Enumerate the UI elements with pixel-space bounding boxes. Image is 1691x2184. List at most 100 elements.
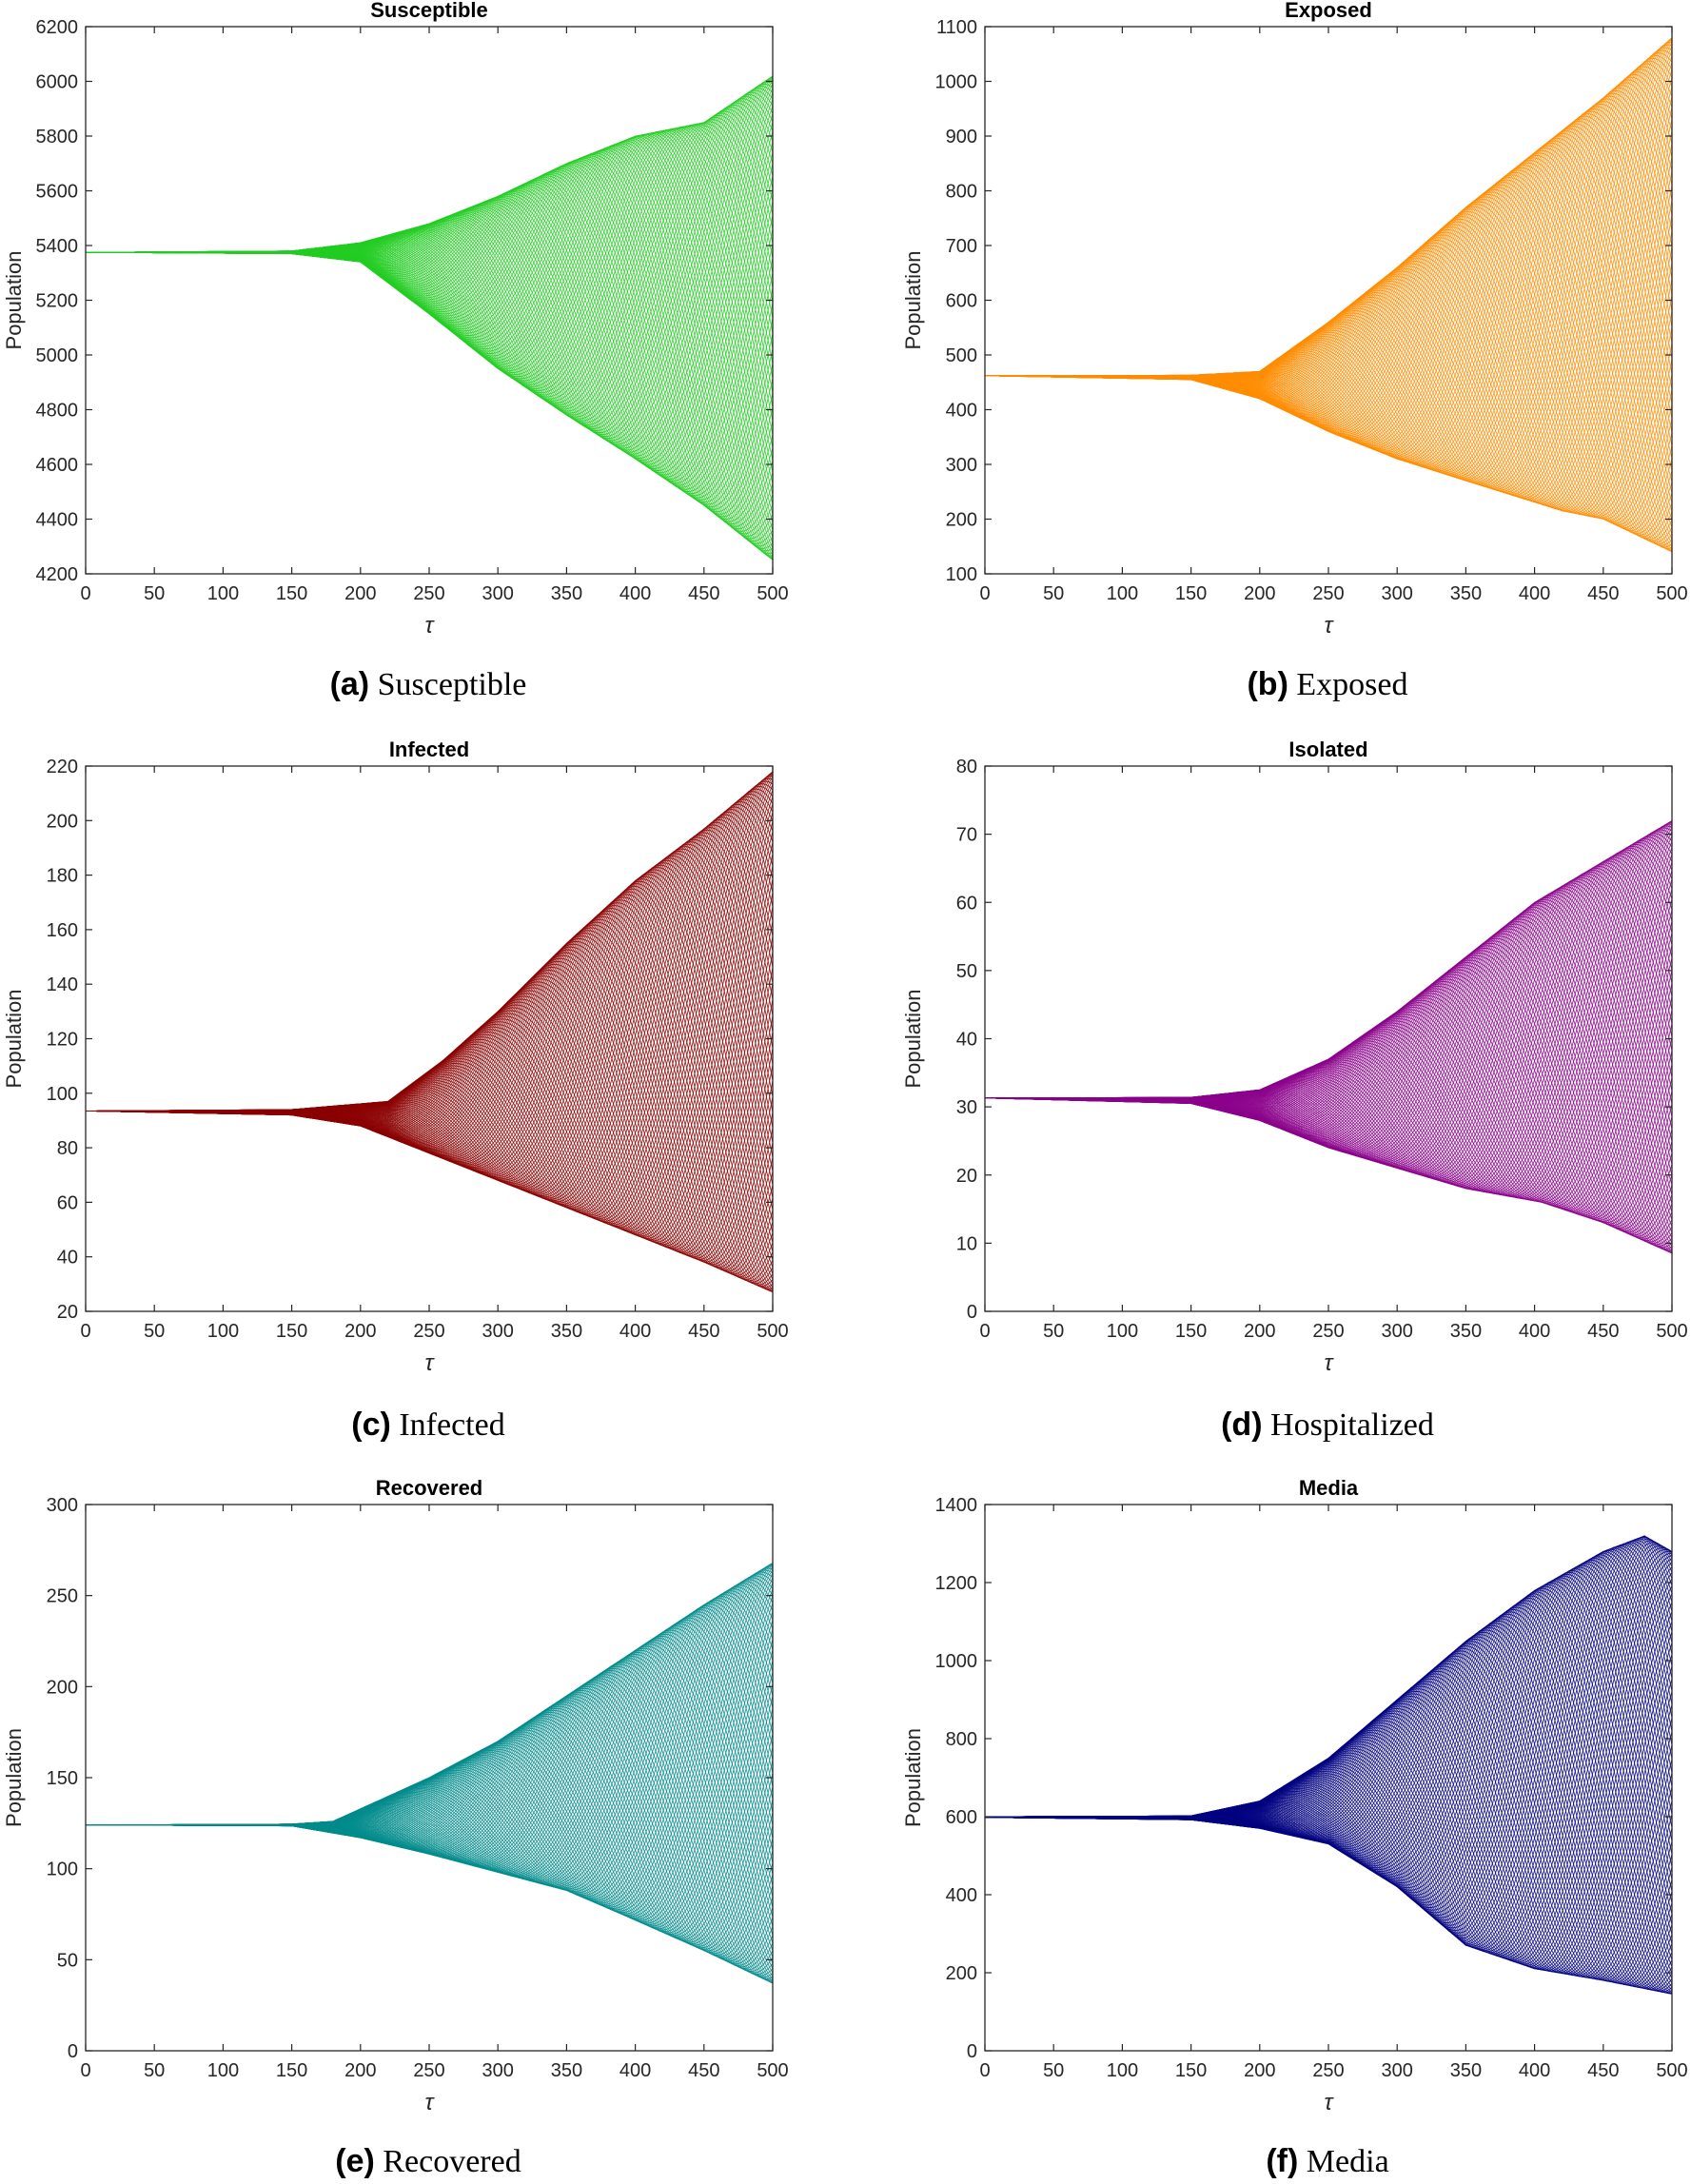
x-tick-label: 250 xyxy=(413,1321,444,1342)
series-line xyxy=(86,771,774,1229)
x-tick-label: 400 xyxy=(1519,1321,1550,1342)
y-tick-label: 700 xyxy=(946,236,977,257)
y-tick-label: 80 xyxy=(956,757,977,777)
caption-d: (d) Hospitalized xyxy=(994,1407,1661,1444)
caption-label: (f) xyxy=(1266,2143,1299,2179)
y-tick-label: 0 xyxy=(967,2041,977,2062)
y-tick-label: 5000 xyxy=(36,345,79,366)
caption-label: (b) xyxy=(1247,666,1288,702)
y-tick-label: 140 xyxy=(47,974,78,995)
x-tick-label: 50 xyxy=(1043,583,1064,604)
x-tick-label: 400 xyxy=(1519,2060,1550,2081)
series-line xyxy=(985,1543,1673,1947)
y-tick-label: 160 xyxy=(47,920,78,941)
series-line xyxy=(86,1613,774,1882)
series-line xyxy=(86,143,774,561)
series-line xyxy=(984,1538,1673,1952)
series-line xyxy=(984,959,1673,1228)
series-group xyxy=(86,75,774,561)
x-tick-label: 300 xyxy=(482,1321,514,1342)
caption-b: (b) Exposed xyxy=(994,666,1661,703)
chart-title: Exposed xyxy=(1285,0,1372,22)
y-tick-label: 4600 xyxy=(36,455,79,476)
series-line xyxy=(985,130,1673,471)
caption-f: (f) Media xyxy=(994,2143,1661,2180)
series-line xyxy=(86,1563,774,1914)
x-tick-label: 500 xyxy=(1656,2060,1687,2081)
series-line xyxy=(85,1619,774,1931)
series-line xyxy=(86,1577,774,1923)
x-tick-label: 0 xyxy=(80,1321,90,1342)
chart-title: Recovered xyxy=(376,1476,483,1500)
series-line xyxy=(86,126,774,394)
x-tick-label: 250 xyxy=(413,583,444,604)
y-tick-label: 6200 xyxy=(36,17,79,38)
y-axis-label: Population xyxy=(2,251,26,350)
y-tick-label: 60 xyxy=(57,1192,78,1213)
series-line xyxy=(985,855,1673,1187)
x-tick-label: 50 xyxy=(144,1321,165,1342)
y-tick-label: 500 xyxy=(946,345,977,366)
caption-label: (e) xyxy=(335,2143,375,2179)
y-tick-label: 600 xyxy=(946,291,977,312)
x-tick-label: 150 xyxy=(276,583,307,604)
series-group xyxy=(85,1562,774,1984)
series-line xyxy=(86,163,774,522)
y-tick-label: 800 xyxy=(946,1729,977,1750)
caption-text: Exposed xyxy=(1296,667,1408,702)
caption-label: (c) xyxy=(351,1407,391,1443)
x-tick-label: 450 xyxy=(1587,583,1619,604)
series-line xyxy=(86,1629,774,1908)
caption-text: Media xyxy=(1306,2144,1389,2179)
series-group xyxy=(984,37,1673,553)
caption-text: Infected xyxy=(399,1407,505,1443)
y-tick-label: 400 xyxy=(946,401,977,422)
series-line xyxy=(85,1610,774,1930)
series-line xyxy=(86,167,774,515)
y-tick-label: 4200 xyxy=(36,564,79,585)
series-line xyxy=(86,92,774,463)
chart-title: Isolated xyxy=(1288,738,1367,761)
series-line xyxy=(985,1629,1673,1987)
series-line xyxy=(985,1595,1673,1994)
y-tick-label: 50 xyxy=(956,961,977,982)
y-tick-label: 5200 xyxy=(36,291,79,312)
series-line xyxy=(985,892,1673,1212)
series-line xyxy=(86,1562,774,1915)
series-line xyxy=(985,1571,1673,1903)
x-tick-label: 350 xyxy=(551,583,582,604)
x-tick-label: 450 xyxy=(1587,1321,1619,1342)
x-tick-label: 200 xyxy=(1244,583,1275,604)
chart-5: 0 50 100 150 200 250 300 350 400 450 500 0 200 400 600… xyxy=(901,1476,1688,2115)
series-line xyxy=(86,846,774,1191)
x-tick-label: 150 xyxy=(1175,1321,1207,1342)
y-axis-label: Population xyxy=(901,990,925,1089)
x-tick-label: 300 xyxy=(1382,583,1413,604)
series-line xyxy=(86,796,774,1238)
x-tick-label: 350 xyxy=(1450,1321,1482,1342)
series-line xyxy=(984,909,1673,1254)
series-line xyxy=(86,1565,774,1911)
y-tick-label: 1400 xyxy=(935,1495,978,1516)
chart-3: 0 50 100 150 200 250 300 350 400 450 500 0 10 20 30 40 5… xyxy=(901,738,1688,1376)
series-line xyxy=(985,55,1673,503)
x-axis-label: τ xyxy=(1325,613,1335,639)
x-tick-label: 450 xyxy=(1587,2060,1619,2081)
series-line xyxy=(984,1570,1673,1906)
y-tick-label: 1200 xyxy=(935,1573,978,1594)
x-tick-label: 500 xyxy=(757,2060,788,2081)
y-tick-label: 800 xyxy=(946,182,977,203)
series-line xyxy=(985,868,1673,1180)
series-line xyxy=(984,914,1673,1254)
y-tick-label: 70 xyxy=(956,825,977,846)
series-line xyxy=(85,951,774,1254)
x-tick-label: 100 xyxy=(1107,583,1138,604)
x-tick-label: 0 xyxy=(80,2060,90,2081)
y-tick-label: 100 xyxy=(47,1859,78,1880)
x-tick-label: 50 xyxy=(1043,2060,1064,2081)
x-tick-label: 400 xyxy=(619,1321,651,1342)
series-line xyxy=(86,1635,774,1936)
x-tick-label: 0 xyxy=(979,583,990,604)
series-line xyxy=(985,1575,1673,1925)
series-group xyxy=(984,819,1673,1254)
